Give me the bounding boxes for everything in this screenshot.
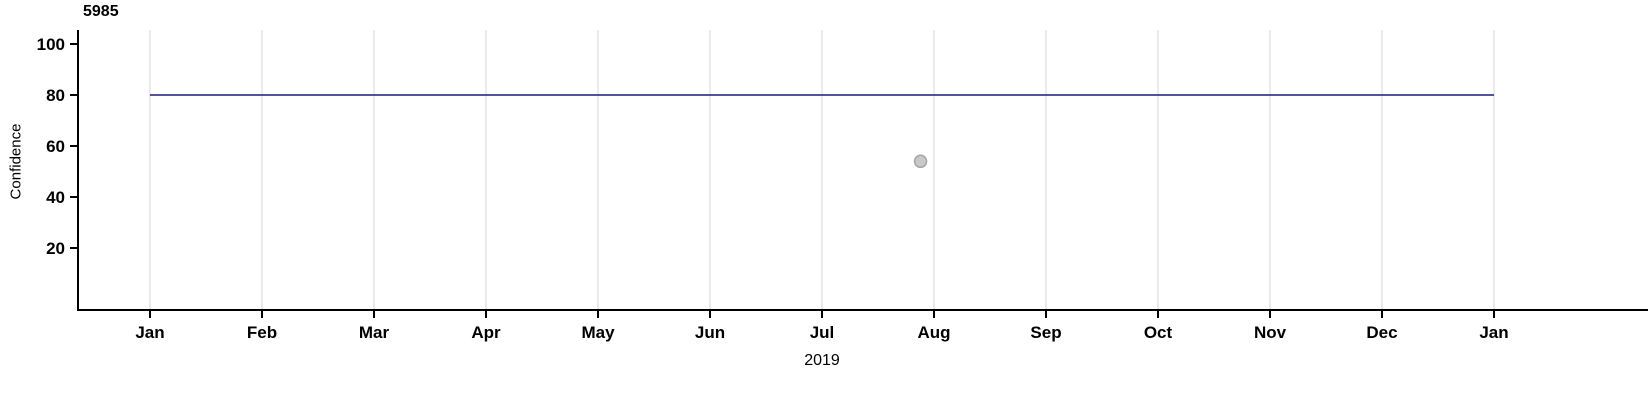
x-tick-label: May [581,323,615,342]
outlier-point [913,154,928,169]
y-tick-label: 20 [46,239,65,258]
x-tick-label: Oct [1144,323,1173,342]
x-tick-label: Feb [247,323,277,342]
x-tick-label: Nov [1254,323,1287,342]
y-tick-label: 60 [46,137,65,156]
x-tick-label: Dec [1366,323,1397,342]
x-tick-label: Jul [810,323,835,342]
chart-title: 5985 [83,3,119,20]
x-tick-label: Aug [917,323,950,342]
y-tick-label: 40 [46,188,65,207]
x-tick-label: Sep [1030,323,1061,342]
x-tick-label: Apr [471,323,501,342]
x-axis-label: 2019 [804,352,840,369]
x-tick-label: Mar [359,323,390,342]
x-tick-label: Jan [1479,323,1508,342]
y-tick-label: 80 [46,86,65,105]
y-tick-label: 100 [37,35,65,54]
x-tick-label: Jun [695,323,725,342]
x-tick-label: Jan [135,323,164,342]
